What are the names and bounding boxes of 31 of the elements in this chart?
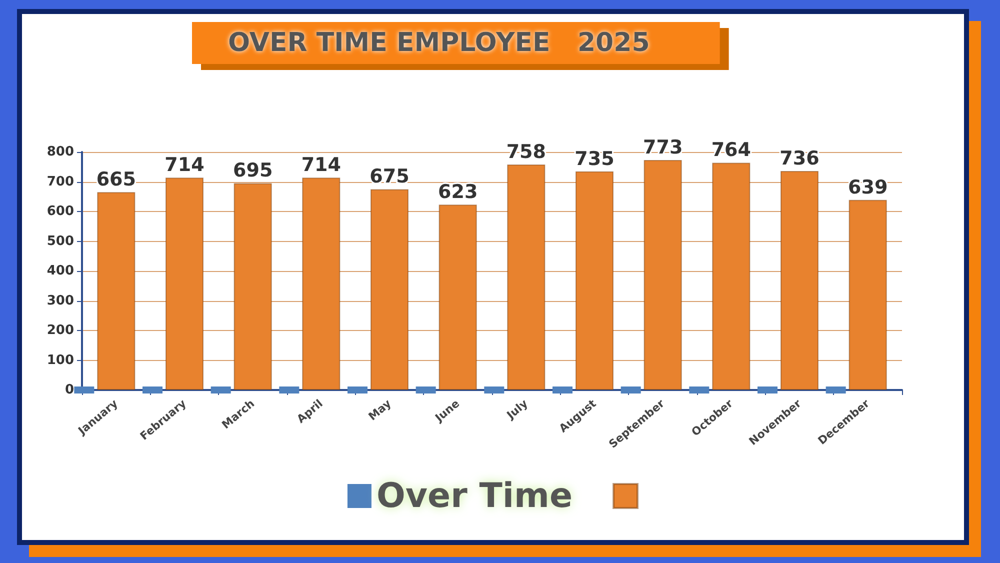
chart-title: OVER TIME EMPLOYEE 2025 — [228, 28, 650, 58]
bar — [97, 192, 136, 390]
y-tick-label: 100 — [46, 352, 74, 368]
data-label: 639 — [848, 176, 888, 198]
data-label: 735 — [574, 148, 614, 170]
data-label: 714 — [164, 154, 204, 176]
y-tick-label: 400 — [46, 264, 74, 278]
data-label: 736 — [780, 148, 820, 170]
y-tick-label: 600 — [46, 204, 74, 219]
bar — [234, 183, 272, 390]
bar — [438, 204, 477, 390]
bar — [576, 171, 614, 390]
y-tick-label: 800 — [46, 144, 74, 160]
bar — [780, 171, 818, 390]
bar — [166, 178, 204, 390]
bar — [370, 189, 408, 390]
data-label: 714 — [301, 154, 342, 176]
data-label: 675 — [370, 166, 410, 188]
y-tick-label: 500 — [46, 234, 74, 249]
bar — [848, 200, 887, 390]
y-tick-label: 200 — [46, 323, 74, 338]
bar — [644, 160, 682, 390]
data-label: 623 — [438, 181, 478, 204]
y-tick-label: 0 — [64, 382, 74, 398]
bar — [712, 162, 750, 390]
y-tick-label: 700 — [46, 174, 74, 190]
y-tick-label: 300 — [46, 293, 74, 308]
data-label: 695 — [232, 160, 273, 182]
bar — [302, 178, 340, 390]
legend-label: Over Time — [376, 476, 573, 516]
bar — [507, 164, 546, 390]
